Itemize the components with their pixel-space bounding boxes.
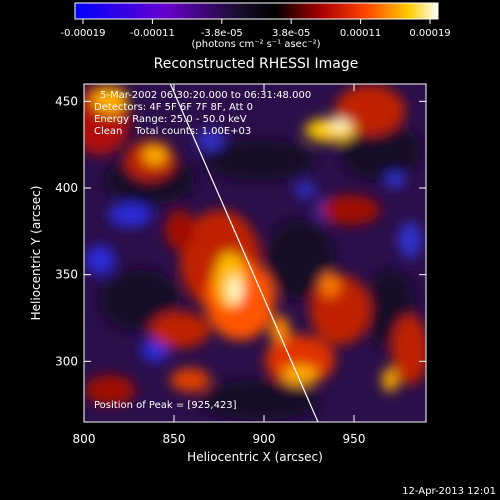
y-tick-label: 300 bbox=[55, 354, 78, 368]
colorbar-tick-label: -3.8e-05 bbox=[201, 28, 243, 39]
colorbar-tick-label: -0.00019 bbox=[61, 28, 106, 39]
x-tick-label: 900 bbox=[253, 432, 276, 446]
heatmap-image bbox=[84, 84, 426, 422]
x-tick-label: 950 bbox=[343, 432, 366, 446]
y-tick-label: 400 bbox=[55, 181, 78, 195]
annotation-detectors: Detectors: 4F 5F 6F 7F 8F, Att 0 bbox=[94, 102, 253, 113]
colorbar-unit-label: (photons cm⁻² s⁻¹ asec⁻²) bbox=[191, 39, 320, 50]
x-tick-label: 800 bbox=[73, 432, 96, 446]
y-tick-label: 350 bbox=[55, 268, 78, 282]
annotations: 5-Mar-2002 06:30:20.000 to 06:31:48.000 … bbox=[94, 90, 311, 411]
annotation-clean: Clean Total counts: 1.00E+03 bbox=[94, 126, 251, 137]
y-axis-label: Heliocentric Y (arcsec) bbox=[29, 186, 43, 321]
x-axis-ticks: 800 850 900 950 bbox=[73, 84, 366, 446]
limb-line-layer bbox=[169, 84, 319, 422]
colorbar-tick-label: 0.00011 bbox=[340, 28, 381, 39]
colorbar-tick-label: 3.8e-05 bbox=[272, 28, 310, 39]
solar-limb-line bbox=[169, 84, 319, 422]
y-tick-label: 450 bbox=[55, 94, 78, 108]
peak-position-label: Position of Peak = [925,423] bbox=[94, 400, 237, 411]
colorbar bbox=[74, 2, 439, 20]
plot-frame bbox=[83, 83, 427, 423]
timestamp: 12-Apr-2013 12:01 bbox=[402, 486, 496, 497]
annotation-time: 5-Mar-2002 06:30:20.000 to 06:31:48.000 bbox=[100, 90, 311, 101]
chart-title: Reconstructed RHESSI Image bbox=[154, 56, 359, 72]
y-axis-ticks: 300 350 400 450 bbox=[55, 94, 426, 368]
x-tick-label: 850 bbox=[163, 432, 186, 446]
colorbar-ticks: -0.00019 -0.00011 -3.8e-05 3.8e-05 0.00011 0.… bbox=[61, 19, 451, 39]
x-axis-label: Heliocentric X (arcsec) bbox=[187, 450, 323, 464]
annotation-energy: Energy Range: 25.0 - 50.0 keV bbox=[94, 114, 247, 125]
colorbar-tick-label: -0.00011 bbox=[130, 28, 175, 39]
colorbar-tick-label: 0.00019 bbox=[409, 28, 450, 39]
